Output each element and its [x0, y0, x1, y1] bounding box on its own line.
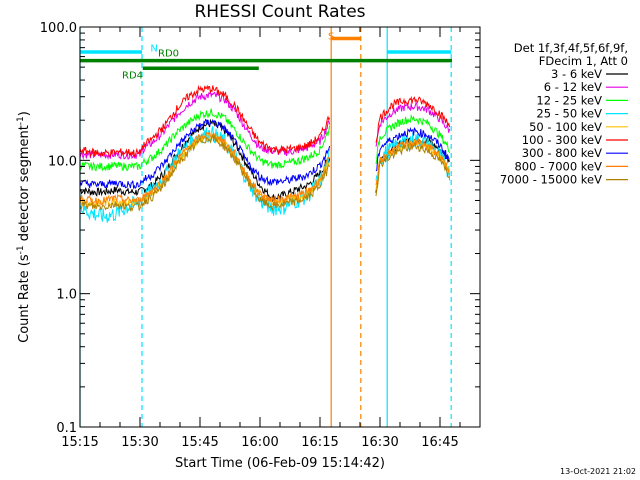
x-tick-label: 15:45 — [181, 435, 218, 450]
legend-entry-label: 25 - 50 keV — [536, 107, 602, 121]
y-axis-label-sup1: -1 — [16, 245, 26, 254]
state-bar-label: S — [328, 31, 334, 42]
y-axis-label: Count Rate (s-1 detector segment-1) — [16, 111, 32, 343]
y-tick-label: 10.0 — [48, 154, 77, 169]
series-line — [79, 133, 450, 213]
legend-entry-label: 12 - 25 keV — [536, 93, 602, 107]
series-line — [79, 126, 451, 223]
x-tick-label: 16:45 — [421, 435, 458, 450]
series-line — [79, 118, 450, 190]
legend-entry-label: 50 - 100 keV — [529, 120, 602, 134]
x-tick-label: 16:30 — [361, 435, 398, 450]
x-axis-label: Start Time (06-Feb-09 15:14:42) — [175, 456, 385, 471]
legend-entry-label: 6 - 12 keV — [544, 80, 602, 94]
state-bar-label: RD0 — [158, 49, 179, 60]
x-tick-label: 15:15 — [61, 435, 98, 450]
y-axis-label-mid: detector segment — [17, 125, 32, 245]
y-axis-label-end: ) — [17, 111, 32, 116]
x-axis-ticks: 15:15 15:30 15:45 16:00 16:15 16:30 16:45 — [61, 27, 481, 450]
series-line — [79, 84, 451, 158]
attenuator-bars: N RD0 RD4 S — [80, 31, 452, 81]
series-lines — [79, 84, 451, 223]
legend-entry-label: 100 - 300 keV — [522, 133, 602, 147]
y-axis-ticks: 100.0 10.0 1.0 0.1 — [40, 21, 480, 436]
chart-title: RHESSI Count Rates — [194, 2, 365, 22]
y-tick-label: 0.1 — [56, 421, 77, 436]
x-tick-label: 16:15 — [301, 435, 338, 450]
legend-entry-label: 7000 - 15000 keV — [500, 173, 602, 187]
series-line — [79, 108, 451, 172]
legend-entry-label: 800 - 7000 keV — [514, 159, 602, 173]
y-tick-label: 1.0 — [56, 288, 77, 303]
x-tick-label: 16:00 — [241, 435, 278, 450]
y-axis-label-sup2: -1 — [16, 116, 26, 125]
legend-entry-label: 3 - 6 keV — [551, 67, 602, 81]
y-tick-label: 100.0 — [40, 21, 77, 36]
legend-header-line1: Det 1f,3f,4f,5f,6f,9f, — [514, 41, 628, 55]
legend-entry-label: 300 - 800 keV — [522, 146, 602, 160]
y-axis-label-main: Count Rate (s — [17, 254, 32, 343]
footer-date: 13-Oct-2021 21:02 — [560, 467, 636, 476]
x-tick-label: 15:30 — [121, 435, 158, 450]
vertical-markers — [79, 27, 452, 427]
state-bar-label: RD4 — [122, 70, 143, 81]
state-bar-label: N — [150, 43, 157, 54]
plot-frame — [79, 26, 481, 428]
legend-header-line2: FDecim 1, Att 0 — [539, 54, 628, 68]
